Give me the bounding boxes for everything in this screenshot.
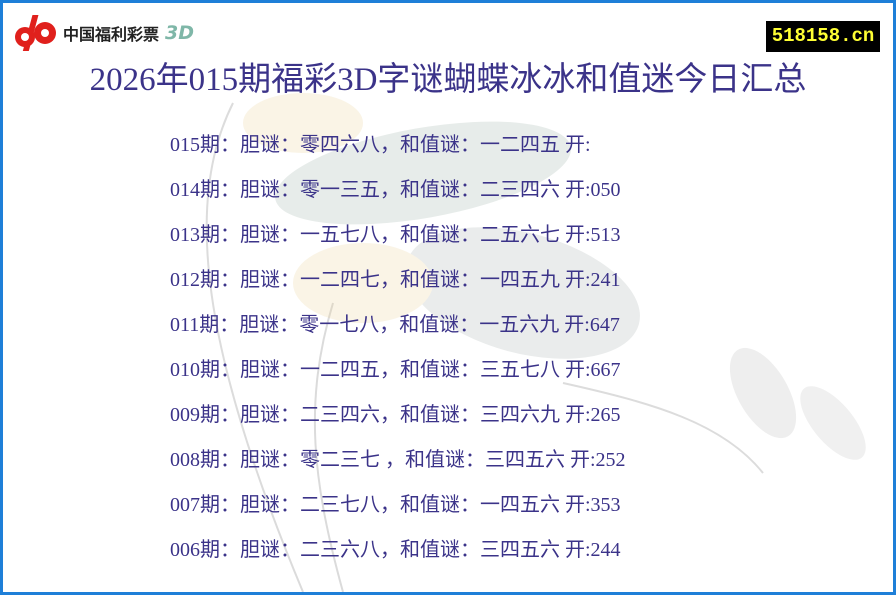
list-item: 009期：胆谜：二三四六，和值谜：三四六九 开:265 <box>170 404 621 426</box>
list-item: 008期：胆谜：零二三七 ，和值谜：三四五六 开:252 <box>170 449 626 471</box>
list-item: 014期：胆谜：零一三五，和值谜：二三四六 开:050 <box>170 179 621 201</box>
logo-3d-text: 3D <box>165 22 195 44</box>
lotus-background-illustration <box>205 93 866 592</box>
list-item: 015期：胆谜：零四六八，和值谜：一二四五 开: <box>170 134 591 156</box>
lottery-logo-icon <box>15 15 56 51</box>
list-item: 011期：胆谜：零一七八，和值谜：一五六九 开:647 <box>170 314 620 336</box>
list-item: 010期：胆谜：一二四五，和值谜：三五七八 开:667 <box>170 359 621 381</box>
list-item: 013期：胆谜：一五七八，和值谜：二五六七 开:513 <box>170 224 621 246</box>
list-item: 006期：胆谜：二三六八，和值谜：三四五六 开:244 <box>170 539 621 561</box>
site-badge[interactable]: 518158.cn <box>766 21 880 52</box>
riddle-list: 015期：胆谜：零四六八，和值谜：一二四五 开: 014期：胆谜：零一三五，和值… <box>170 130 626 580</box>
list-item: 007期：胆谜：二三七八，和值谜：一四五六 开:353 <box>170 494 621 516</box>
logo-brand-text: 中国福利彩票 <box>63 25 160 44</box>
welfare-lottery-logo: 中国福利彩票 3D <box>13 13 194 53</box>
page-title: 2026年015期福彩3D字谜蝴蝶冰冰和值迷今日汇总 <box>89 62 807 98</box>
list-item: 012期：胆谜：一二四七，和值谜：一四五九 开:241 <box>170 269 621 291</box>
